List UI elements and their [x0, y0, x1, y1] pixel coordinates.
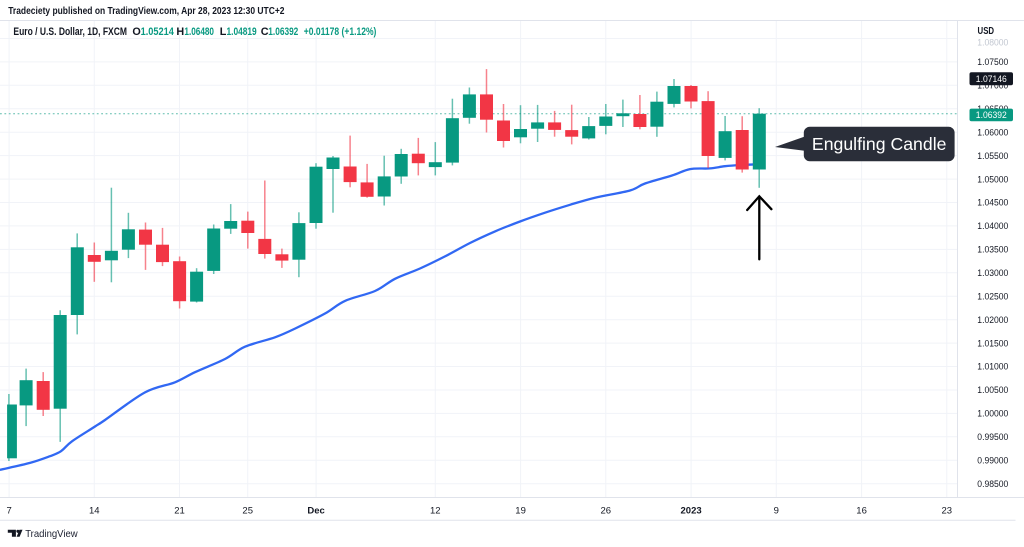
- svg-text:1.02500: 1.02500: [977, 291, 1008, 301]
- svg-text:+0.01178 (+1.12%): +0.01178 (+1.12%): [304, 26, 377, 38]
- svg-text:1.06392: 1.06392: [976, 110, 1007, 120]
- svg-text:1.00000: 1.00000: [977, 409, 1008, 419]
- svg-text:9: 9: [774, 506, 779, 517]
- svg-text:23: 23: [942, 506, 953, 517]
- svg-text:25: 25: [242, 506, 253, 517]
- svg-text:1.06000: 1.06000: [977, 127, 1008, 137]
- svg-text:USD: USD: [978, 26, 995, 37]
- svg-text:7: 7: [6, 506, 11, 517]
- svg-text:14: 14: [89, 506, 100, 517]
- svg-text:0.98500: 0.98500: [977, 479, 1008, 489]
- svg-text:1.03000: 1.03000: [977, 268, 1008, 278]
- svg-text:1.06392: 1.06392: [268, 26, 298, 38]
- svg-text:Engulfing Candle: Engulfing Candle: [812, 134, 947, 154]
- svg-text:Dec: Dec: [307, 506, 324, 517]
- svg-text:1.05000: 1.05000: [977, 174, 1008, 184]
- svg-text:1.04000: 1.04000: [977, 221, 1008, 231]
- svg-text:1.04500: 1.04500: [977, 198, 1008, 208]
- svg-text:1.02000: 1.02000: [977, 315, 1008, 325]
- svg-text:H: H: [176, 26, 184, 38]
- svg-text:26: 26: [601, 506, 612, 517]
- svg-text:1.00500: 1.00500: [977, 385, 1008, 395]
- svg-text:1.03500: 1.03500: [977, 245, 1008, 255]
- svg-text:2023: 2023: [681, 506, 702, 517]
- svg-text:Euro / U.S. Dollar, 1D, FXCM: Euro / U.S. Dollar, 1D, FXCM: [13, 26, 127, 38]
- svg-text:O: O: [132, 26, 140, 38]
- svg-text:0.99500: 0.99500: [977, 432, 1008, 442]
- svg-text:1.05500: 1.05500: [977, 151, 1008, 161]
- svg-text:Tradeciety published on Tradin: Tradeciety published on TradingView.com,…: [8, 5, 284, 17]
- svg-text:0.99000: 0.99000: [977, 456, 1008, 466]
- svg-text:1.07500: 1.07500: [977, 57, 1008, 67]
- svg-text:1.04819: 1.04819: [227, 26, 257, 38]
- svg-text:1.01000: 1.01000: [977, 362, 1008, 372]
- svg-text:16: 16: [856, 506, 867, 517]
- svg-text:1.05214: 1.05214: [141, 26, 174, 38]
- svg-text:12: 12: [430, 506, 441, 517]
- svg-text:1.08000: 1.08000: [977, 38, 1008, 48]
- svg-text:1.07146: 1.07146: [976, 74, 1007, 84]
- svg-text:1.06480: 1.06480: [184, 26, 214, 38]
- svg-text:1.01500: 1.01500: [977, 338, 1008, 348]
- svg-text:L: L: [220, 26, 227, 38]
- svg-text:19: 19: [515, 506, 526, 517]
- svg-text:TradingView: TradingView: [25, 528, 78, 540]
- svg-text:21: 21: [174, 506, 185, 517]
- svg-text:C: C: [261, 26, 269, 38]
- svg-text:1.07000: 1.07000: [977, 81, 1008, 91]
